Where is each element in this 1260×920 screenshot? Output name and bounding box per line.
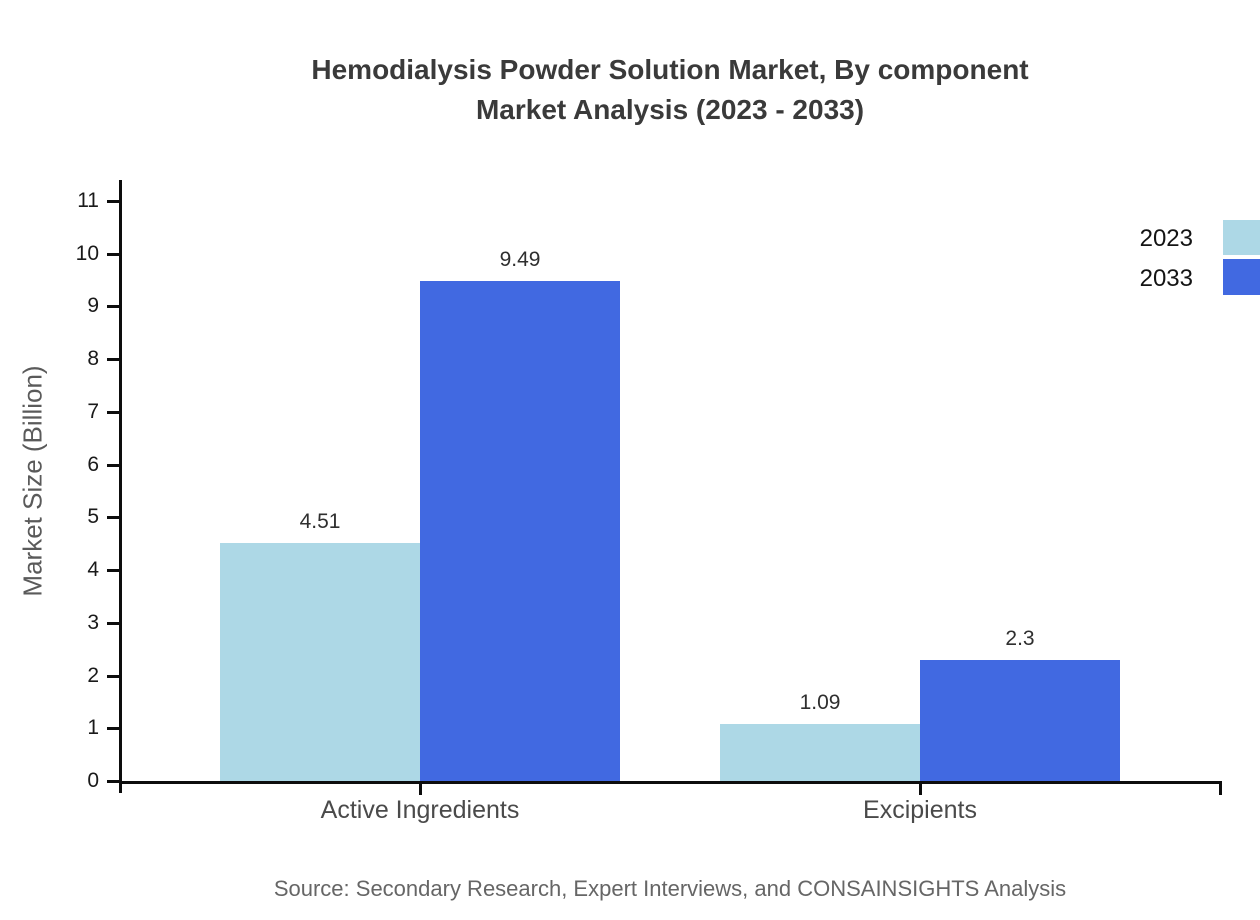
bar-2023-active-ingredients <box>220 543 420 781</box>
y-tick-label: 8 <box>87 347 99 371</box>
legend-swatch-2023 <box>1223 220 1260 255</box>
y-tick-label: 3 <box>87 610 99 634</box>
legend-label-2023: 2023 <box>1139 225 1193 252</box>
y-tick <box>107 674 119 678</box>
x-tick <box>1219 783 1222 795</box>
y-tick-label: 6 <box>87 452 99 476</box>
value-label-2033-excipients: 2.3 <box>1005 626 1035 650</box>
bar-2033-excipients <box>920 659 1120 781</box>
y-tick-label: 4 <box>87 558 99 582</box>
source-attribution: Source: Secondary Research, Expert Inter… <box>273 876 1067 901</box>
y-tick-label: 2 <box>87 663 99 687</box>
legend-label-2033: 2033 <box>1139 265 1193 292</box>
y-tick <box>107 200 119 203</box>
x-tick <box>419 783 422 795</box>
y-tick-label: 10 <box>75 241 99 265</box>
y-tick-label: 9 <box>87 294 99 318</box>
y-axis-line <box>119 180 122 793</box>
y-tick <box>107 358 119 362</box>
y-tick <box>107 621 119 625</box>
y-tick <box>107 252 119 256</box>
y-tick <box>107 410 119 414</box>
y-tick-label: 1 <box>87 716 99 740</box>
chart-title-line-2: Market Analysis (2023 - 2033) <box>475 94 865 125</box>
legend-swatch-2033 <box>1223 259 1260 295</box>
value-label-2023-active-ingredients: 4.51 <box>299 510 341 534</box>
y-tick-label: 0 <box>87 769 99 792</box>
category-label-active-ingredients: Active Ingredients <box>320 796 520 824</box>
chart-title: Hemodialysis Powder Solution Market, By … <box>70 50 1260 130</box>
x-tick <box>919 783 922 795</box>
category-label-excipients: Excipients <box>863 796 977 824</box>
value-label-2033-active-ingredients: 9.49 <box>499 247 541 271</box>
y-tick <box>107 780 119 783</box>
bar-2023-excipients <box>720 723 920 781</box>
y-tick <box>107 516 119 520</box>
y-tick <box>107 463 119 467</box>
y-tick-label: 5 <box>87 505 99 529</box>
x-axis-line <box>119 781 1222 784</box>
y-tick <box>107 727 119 731</box>
value-label-2023-excipients: 1.09 <box>799 690 841 714</box>
y-tick <box>107 305 119 309</box>
y-tick-label: 7 <box>87 399 99 423</box>
y-tick-label: 11 <box>77 189 99 212</box>
chart-title-line-1: Hemodialysis Powder Solution Market, By … <box>311 54 1029 85</box>
bar-2033-active-ingredients <box>420 280 620 781</box>
y-tick <box>107 569 119 573</box>
